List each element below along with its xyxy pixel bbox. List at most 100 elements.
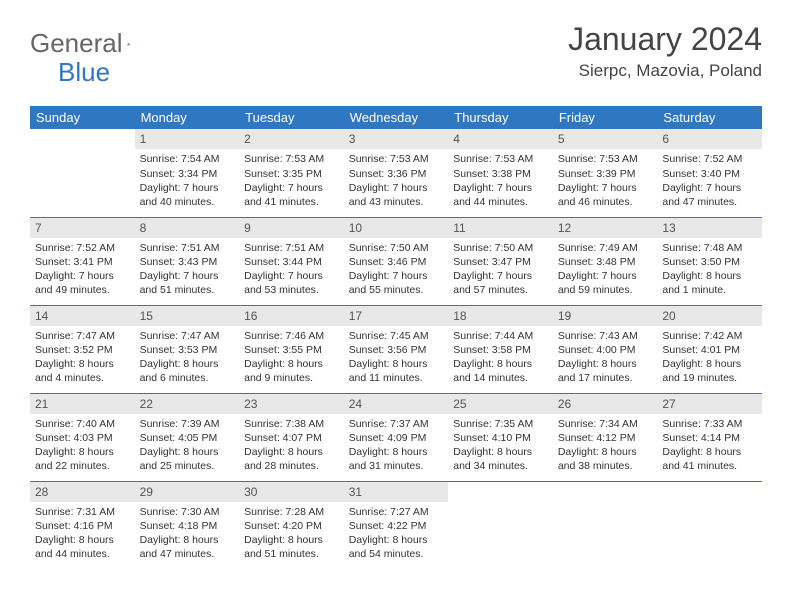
sunset-line: Sunset: 3:44 PM (244, 255, 339, 269)
day-body: Sunrise: 7:30 AMSunset: 4:18 PMDaylight:… (135, 502, 240, 566)
day-body: Sunrise: 7:51 AMSunset: 3:44 PMDaylight:… (239, 238, 344, 302)
daylight-line: Daylight: 7 hours (453, 269, 548, 283)
title-block: January 2024 Sierpc, Mazovia, Poland (568, 22, 762, 81)
daylight-line: Daylight: 8 hours (453, 357, 548, 371)
daylight-line: Daylight: 8 hours (349, 533, 444, 547)
calendar-day-cell: 7Sunrise: 7:52 AMSunset: 3:41 PMDaylight… (30, 217, 135, 305)
daylight-line: Daylight: 7 hours (244, 181, 339, 195)
day-number: 2 (239, 129, 344, 149)
sunset-line: Sunset: 4:01 PM (662, 343, 757, 357)
sunrise-line: Sunrise: 7:39 AM (140, 417, 235, 431)
daylight-line: and 14 minutes. (453, 371, 548, 385)
daylight-line: Daylight: 7 hours (558, 269, 653, 283)
day-number: 29 (135, 482, 240, 502)
day-body: Sunrise: 7:53 AMSunset: 3:38 PMDaylight:… (448, 149, 553, 213)
calendar-day-cell: 2Sunrise: 7:53 AMSunset: 3:35 PMDaylight… (239, 129, 344, 217)
daylight-line: Daylight: 8 hours (244, 445, 339, 459)
sunrise-line: Sunrise: 7:53 AM (349, 152, 444, 166)
daylight-line: and 9 minutes. (244, 371, 339, 385)
sunrise-line: Sunrise: 7:47 AM (140, 329, 235, 343)
daylight-line: Daylight: 7 hours (453, 181, 548, 195)
sunrise-line: Sunrise: 7:42 AM (662, 329, 757, 343)
calendar-table: Sunday Monday Tuesday Wednesday Thursday… (30, 106, 762, 569)
day-number: 7 (30, 218, 135, 238)
calendar-day-cell: 13Sunrise: 7:48 AMSunset: 3:50 PMDayligh… (657, 217, 762, 305)
day-number: 15 (135, 306, 240, 326)
sunset-line: Sunset: 3:39 PM (558, 167, 653, 181)
calendar-day-cell: 26Sunrise: 7:34 AMSunset: 4:12 PMDayligh… (553, 393, 658, 481)
day-number: 19 (553, 306, 658, 326)
calendar-day-cell: 30Sunrise: 7:28 AMSunset: 4:20 PMDayligh… (239, 481, 344, 569)
day-body: Sunrise: 7:50 AMSunset: 3:46 PMDaylight:… (344, 238, 449, 302)
sunset-line: Sunset: 3:56 PM (349, 343, 444, 357)
daylight-line: Daylight: 7 hours (349, 269, 444, 283)
sunset-line: Sunset: 3:34 PM (140, 167, 235, 181)
daylight-line: and 6 minutes. (140, 371, 235, 385)
calendar-week-row: 28Sunrise: 7:31 AMSunset: 4:16 PMDayligh… (30, 481, 762, 569)
daylight-line: Daylight: 8 hours (35, 445, 130, 459)
calendar-day-cell: 27Sunrise: 7:33 AMSunset: 4:14 PMDayligh… (657, 393, 762, 481)
day-number: 8 (135, 218, 240, 238)
daylight-line: Daylight: 7 hours (244, 269, 339, 283)
sunrise-line: Sunrise: 7:28 AM (244, 505, 339, 519)
calendar-day-cell: 28Sunrise: 7:31 AMSunset: 4:16 PMDayligh… (30, 481, 135, 569)
daylight-line: and 49 minutes. (35, 283, 130, 297)
day-body: Sunrise: 7:33 AMSunset: 4:14 PMDaylight:… (657, 414, 762, 478)
daylight-line: Daylight: 8 hours (453, 445, 548, 459)
sunrise-line: Sunrise: 7:46 AM (244, 329, 339, 343)
day-body: Sunrise: 7:43 AMSunset: 4:00 PMDaylight:… (553, 326, 658, 390)
daylight-line: Daylight: 8 hours (140, 445, 235, 459)
daylight-line: and 40 minutes. (140, 195, 235, 209)
sunset-line: Sunset: 4:18 PM (140, 519, 235, 533)
sunrise-line: Sunrise: 7:52 AM (35, 241, 130, 255)
calendar-day-cell: 3Sunrise: 7:53 AMSunset: 3:36 PMDaylight… (344, 129, 449, 217)
sunrise-line: Sunrise: 7:54 AM (140, 152, 235, 166)
sunset-line: Sunset: 3:58 PM (453, 343, 548, 357)
daylight-line: and 53 minutes. (244, 283, 339, 297)
weekday-header: Thursday (448, 106, 553, 129)
day-body: Sunrise: 7:47 AMSunset: 3:52 PMDaylight:… (30, 326, 135, 390)
day-number: 26 (553, 394, 658, 414)
weekday-header: Friday (553, 106, 658, 129)
daylight-line: and 43 minutes. (349, 195, 444, 209)
calendar-head: Sunday Monday Tuesday Wednesday Thursday… (30, 106, 762, 129)
daylight-line: and 25 minutes. (140, 459, 235, 473)
day-body: Sunrise: 7:39 AMSunset: 4:05 PMDaylight:… (135, 414, 240, 478)
daylight-line: and 11 minutes. (349, 371, 444, 385)
sunrise-line: Sunrise: 7:35 AM (453, 417, 548, 431)
daylight-line: Daylight: 7 hours (140, 269, 235, 283)
daylight-line: Daylight: 8 hours (558, 357, 653, 371)
daylight-line: and 1 minute. (662, 283, 757, 297)
day-number: 23 (239, 394, 344, 414)
day-body: Sunrise: 7:51 AMSunset: 3:43 PMDaylight:… (135, 238, 240, 302)
calendar-day-cell: 17Sunrise: 7:45 AMSunset: 3:56 PMDayligh… (344, 305, 449, 393)
sunrise-line: Sunrise: 7:51 AM (244, 241, 339, 255)
daylight-line: and 54 minutes. (349, 547, 444, 561)
logo-text-general: General (30, 28, 123, 59)
day-body: Sunrise: 7:50 AMSunset: 3:47 PMDaylight:… (448, 238, 553, 302)
weekday-header: Monday (135, 106, 240, 129)
sunrise-line: Sunrise: 7:34 AM (558, 417, 653, 431)
day-body: Sunrise: 7:45 AMSunset: 3:56 PMDaylight:… (344, 326, 449, 390)
daylight-line: and 4 minutes. (35, 371, 130, 385)
day-number: 12 (553, 218, 658, 238)
day-body: Sunrise: 7:53 AMSunset: 3:39 PMDaylight:… (553, 149, 658, 213)
calendar-week-row: 14Sunrise: 7:47 AMSunset: 3:52 PMDayligh… (30, 305, 762, 393)
calendar-day-cell: 4Sunrise: 7:53 AMSunset: 3:38 PMDaylight… (448, 129, 553, 217)
sunrise-line: Sunrise: 7:27 AM (349, 505, 444, 519)
daylight-line: and 44 minutes. (453, 195, 548, 209)
day-body: Sunrise: 7:52 AMSunset: 3:40 PMDaylight:… (657, 149, 762, 213)
daylight-line: and 17 minutes. (558, 371, 653, 385)
day-number: 21 (30, 394, 135, 414)
weekday-header: Sunday (30, 106, 135, 129)
sunrise-line: Sunrise: 7:45 AM (349, 329, 444, 343)
daylight-line: and 34 minutes. (453, 459, 548, 473)
day-body: Sunrise: 7:53 AMSunset: 3:35 PMDaylight:… (239, 149, 344, 213)
logo: General (30, 22, 153, 59)
sunrise-line: Sunrise: 7:40 AM (35, 417, 130, 431)
day-number: 10 (344, 218, 449, 238)
daylight-line: and 41 minutes. (244, 195, 339, 209)
daylight-line: and 28 minutes. (244, 459, 339, 473)
daylight-line: and 31 minutes. (349, 459, 444, 473)
daylight-line: Daylight: 8 hours (662, 357, 757, 371)
